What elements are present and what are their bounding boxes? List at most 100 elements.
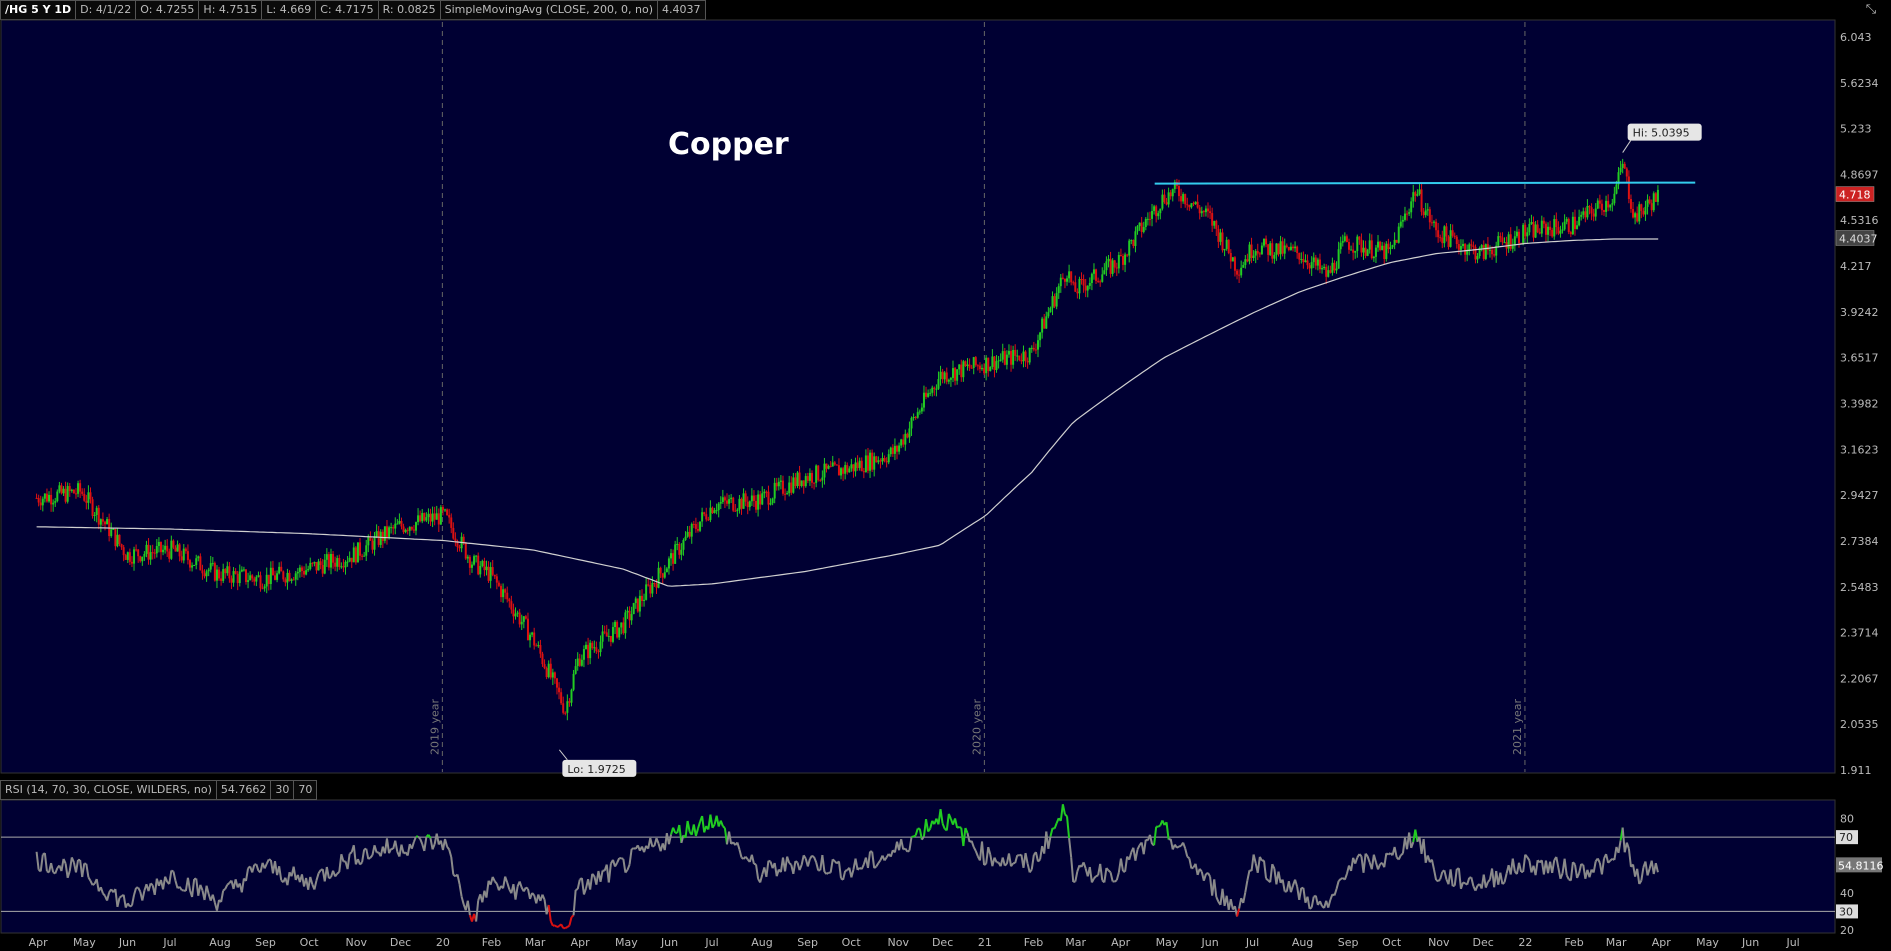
candle-body (1374, 247, 1377, 257)
candle-body (962, 361, 965, 378)
rsi-segment (1439, 871, 1444, 880)
candle-body (684, 536, 687, 541)
candle-body (232, 571, 235, 583)
candle-body (450, 517, 453, 528)
candle-body (1420, 189, 1423, 212)
rsi-segment (373, 844, 378, 853)
rsi-segment (813, 856, 818, 863)
candle-body (676, 543, 679, 545)
candle-body (1121, 256, 1124, 265)
rsi-segment (137, 887, 142, 893)
candle-body (253, 578, 256, 582)
month-label: May (1696, 936, 1719, 949)
rsi-segment (1207, 872, 1211, 878)
candle-body (1569, 232, 1572, 235)
month-label: Jun (1200, 936, 1218, 949)
candle-body (1117, 255, 1120, 269)
candle-body (1343, 236, 1346, 242)
candle-body (410, 526, 413, 530)
rsi-segment (1014, 855, 1019, 864)
rsi-segment (1136, 844, 1141, 850)
candle-body (873, 456, 876, 470)
study-label[interactable]: SimpleMovingAvg (CLOSE, 200, 0, no) (439, 0, 659, 20)
month-label: Feb (1024, 936, 1043, 949)
candle-body (1130, 240, 1133, 242)
candle-body (1571, 216, 1574, 235)
candle-body (728, 499, 731, 504)
candle-body (1544, 223, 1547, 235)
rsi-segment (1244, 880, 1249, 893)
candle-body (651, 582, 654, 594)
candle-body (850, 464, 853, 469)
month-label: Oct (300, 936, 320, 949)
rsi-segment (962, 827, 967, 847)
candle-body (840, 468, 843, 476)
candle-body (1588, 205, 1591, 208)
candle-body (1403, 213, 1406, 220)
candle-body (721, 497, 724, 503)
candle-body (448, 514, 451, 518)
rsi-segment (1613, 846, 1618, 861)
candle-body (941, 371, 944, 380)
candle-body (1109, 258, 1112, 274)
candle-body (547, 663, 550, 678)
candle-body (435, 513, 438, 520)
candle-body (628, 610, 631, 621)
candle-body (50, 494, 53, 505)
month-label: Oct (1382, 936, 1402, 949)
candle-body (864, 455, 867, 473)
candle-body (1632, 208, 1635, 218)
rsi-segment (525, 886, 529, 890)
candle-body (1335, 268, 1338, 271)
rsi-segment (39, 854, 44, 872)
rsi-segment (941, 823, 946, 830)
rsi-segment (1452, 884, 1455, 888)
rsi-segment (1364, 853, 1369, 857)
candle-body (93, 514, 96, 516)
candle-body (833, 462, 836, 465)
candle-body (1157, 213, 1160, 217)
price-tick-label: 3.1623 (1840, 443, 1879, 456)
rsi-segment (1499, 872, 1504, 885)
rsi-segment (1314, 895, 1319, 906)
candle-body (329, 553, 332, 568)
candle-body (361, 555, 364, 557)
candle-body (1279, 241, 1282, 255)
candle-body (678, 543, 681, 555)
candle-body (1229, 252, 1232, 262)
candle-body (1350, 249, 1353, 251)
candle-body (1468, 244, 1471, 252)
rsi-segment (1573, 864, 1579, 879)
rsi-segment (50, 862, 55, 873)
candle-body (1625, 168, 1628, 177)
rsi-segment (116, 897, 121, 908)
candle-body (1503, 242, 1506, 244)
candle-body (1103, 270, 1106, 275)
candle-body (126, 552, 129, 560)
candle-body (186, 551, 189, 561)
candle-body (1447, 236, 1450, 247)
candle-body (1003, 351, 1006, 365)
candle-body (960, 364, 963, 378)
candle-body (1559, 230, 1562, 234)
rsi-study-label[interactable]: RSI (14, 70, 30, CLOSE, WILDERS, no) (0, 780, 217, 800)
rsi-segment (985, 846, 990, 864)
candle-body (137, 549, 140, 557)
rsi-segment (1366, 856, 1371, 863)
rsi-segment (1644, 861, 1649, 876)
rsi-segment (1435, 879, 1439, 883)
candle-body (255, 576, 258, 582)
candle-body (1155, 206, 1158, 217)
candle-body (1480, 245, 1483, 248)
rsi-segment (672, 827, 677, 834)
candle-body (101, 519, 104, 522)
candle-body (759, 494, 762, 505)
collapse-icon[interactable]: ⤡ (1865, 2, 1877, 17)
price-tick-label: 6.043 (1840, 31, 1872, 44)
rsi-level-tag: 30 (1839, 905, 1853, 918)
candle-body (468, 556, 471, 568)
rsi-segment (518, 881, 523, 888)
candle-body (506, 592, 509, 600)
candle-body (904, 433, 907, 445)
